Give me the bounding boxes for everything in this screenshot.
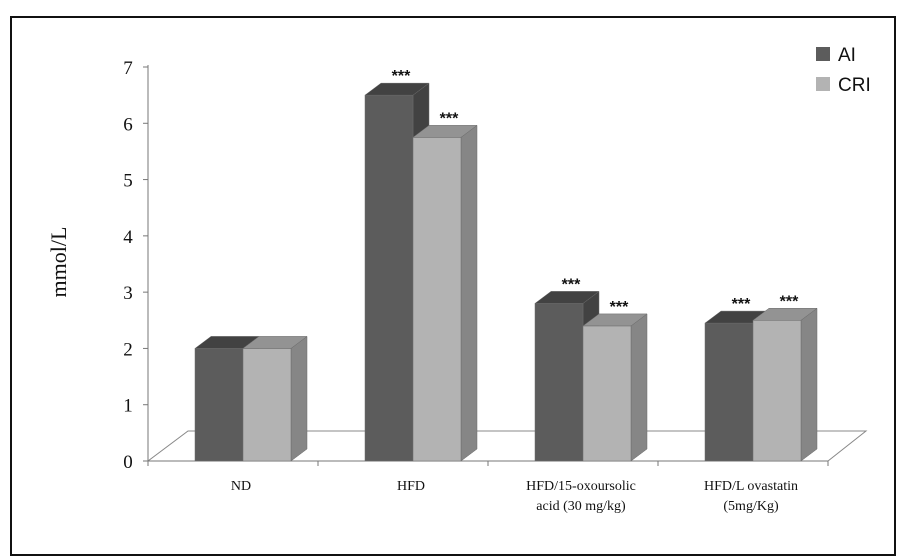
bar-ai [704, 322, 754, 462]
x-category-label: ND [231, 479, 251, 494]
x-category-label: HFD/15-oxoursolic acid (30 mg/kg) [526, 479, 636, 514]
chart-labels: ND *** *** HFD *** *** HFD/15-oxoursolic acid (… [231, 68, 799, 514]
bar-cri [242, 348, 292, 462]
bar-top-ai [534, 291, 600, 304]
y-tick-label: 3 [123, 283, 133, 304]
significance-label: *** [610, 299, 629, 316]
chart-legend: AI CRI [816, 45, 871, 96]
legend-swatch-ai [816, 47, 830, 61]
bar-cri [412, 137, 462, 462]
bar-top-ai [364, 82, 430, 96]
y-tick-label: 7 [123, 58, 133, 79]
legend-swatch-cri [816, 77, 830, 91]
bar-side-cri [460, 124, 478, 462]
bar-ai [194, 348, 244, 462]
bar-ai [534, 303, 584, 462]
bar-top-cri [752, 308, 818, 321]
bar-side-cri [290, 335, 308, 462]
bar-top-cri [412, 125, 478, 138]
bar-chart: 0 1 2 3 4 5 6 7 mmol/L ND *** *** HFD *** *** HFD/15-o… [46, 45, 871, 514]
legend-label-ai: AI [838, 45, 856, 66]
significance-label: *** [440, 110, 459, 127]
bar-top-cri [582, 313, 648, 327]
legend-label-cri: CRI [838, 75, 871, 96]
bar-cri [752, 320, 802, 462]
bar-top-cri [242, 336, 308, 349]
y-tick-label: 0 [123, 452, 133, 473]
significance-label: *** [780, 293, 799, 310]
y-tick-label: 4 [123, 227, 133, 248]
chart-axes: 0 1 2 3 4 5 6 7 mmol/L [46, 58, 868, 473]
bar-cri [582, 325, 632, 462]
y-tick-label: 6 [123, 114, 133, 135]
x-category-label: HFD [397, 479, 425, 494]
bar-side-cri [800, 307, 818, 462]
x-category-label: HFD/L ovastatin (5mg/Kg) [704, 479, 798, 514]
significance-label: *** [392, 68, 411, 85]
y-tick-label: 5 [123, 171, 133, 192]
y-axis-label: mmol/L [46, 227, 71, 298]
significance-label: *** [732, 296, 751, 313]
significance-label: *** [562, 276, 581, 293]
y-tick-label: 2 [123, 339, 133, 360]
bar-ai [364, 94, 414, 462]
y-tick-label: 1 [123, 396, 133, 417]
chart-bars [194, 82, 818, 462]
bar-side-cri [630, 313, 648, 462]
